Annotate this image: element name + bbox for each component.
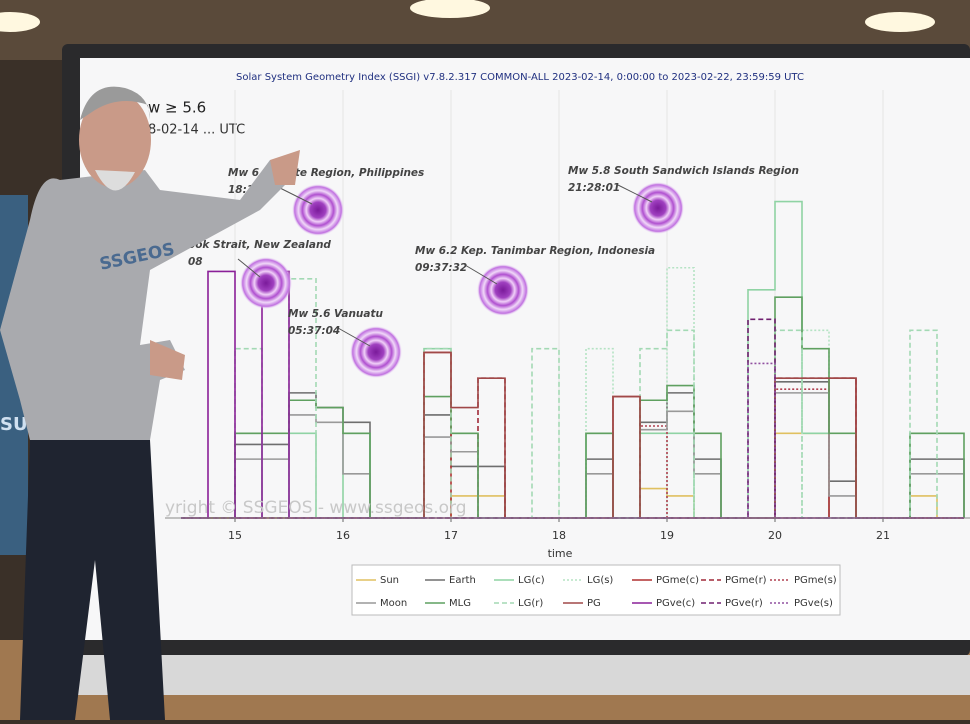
legend-label: PGme(c) [656,575,699,586]
annotations: Mw 6.1 sbate Region, Philippines18:10ook… [188,165,799,378]
ceiling-light [865,12,935,32]
quake-icon [477,264,529,316]
ceiling-light [0,12,40,32]
quake-icon [240,257,292,309]
annotation-text: ook Strait, New Zealand [188,239,331,251]
annotation-pointer [337,327,371,347]
chart-panel [80,58,970,640]
side-banner-text: SU [0,414,28,435]
x-tick-label: 19 [660,529,674,542]
x-tick-label: 20 [768,529,782,542]
legend-label: LG(r) [518,598,543,609]
annotation-text: Mw 5.8 South Sandwich Islands Region [568,165,799,177]
annotation-pointer [464,264,498,285]
presenter: SSGEOS [0,86,300,720]
watermark: yright © SSGEOS - www.ssgeos.org [165,498,466,518]
quake-icon [632,182,684,234]
legend-label: LG(c) [518,575,545,586]
chart-title: Solar System Geometry Index (SSGI) v7.8.… [236,72,804,83]
x-tick-label: 18 [552,529,566,542]
annotation-text: 09:37:32 [415,262,467,274]
corner-line: 8-02-14 ... UTC [148,123,245,138]
annotation-text: 21:28:01 [568,182,620,194]
series-line [181,296,965,519]
legend-label: MLG [449,598,471,609]
legend-label: PGve(c) [656,598,695,609]
annotation-text: 08 [188,256,203,268]
legend-label: PGme(s) [794,575,837,586]
legend-label: LG(s) [587,575,613,586]
legend-label: Sun [380,575,399,586]
x-tick-label: 16 [336,529,350,542]
annotation-pointer [617,184,653,203]
legend-label: PG [587,598,601,609]
legend-label: PGve(r) [725,598,763,609]
legend-label: Earth [449,575,476,586]
legend-label: PGve(s) [794,598,833,609]
quake-icon [292,184,344,236]
x-tick-label: 15 [228,529,242,542]
quake-icon [350,326,402,378]
annotation-pointer [237,258,261,278]
annotation-text: 05:37:04 [288,325,340,337]
annotation-text: Mw 6.2 Kep. Tanimbar Region, Indonesia [415,245,655,257]
x-tick-label: 21 [876,529,890,542]
x-axis-label: time [548,547,573,560]
ceiling-light [410,0,490,18]
legend-label: Moon [380,598,407,609]
legend-label: PGme(r) [725,575,767,586]
x-tick-label: 17 [444,529,458,542]
annotation-pointer [277,186,313,205]
legend [351,564,841,616]
annotation-text: Mw 5.6 Vanuatu [288,308,384,320]
corner-line: w ≥ 5.6 [148,99,206,117]
legend-items: Sun Earth LG(c) LG(s) PGme(c) PGme(r) PGme(s) M… [356,575,837,609]
stand [70,655,970,695]
